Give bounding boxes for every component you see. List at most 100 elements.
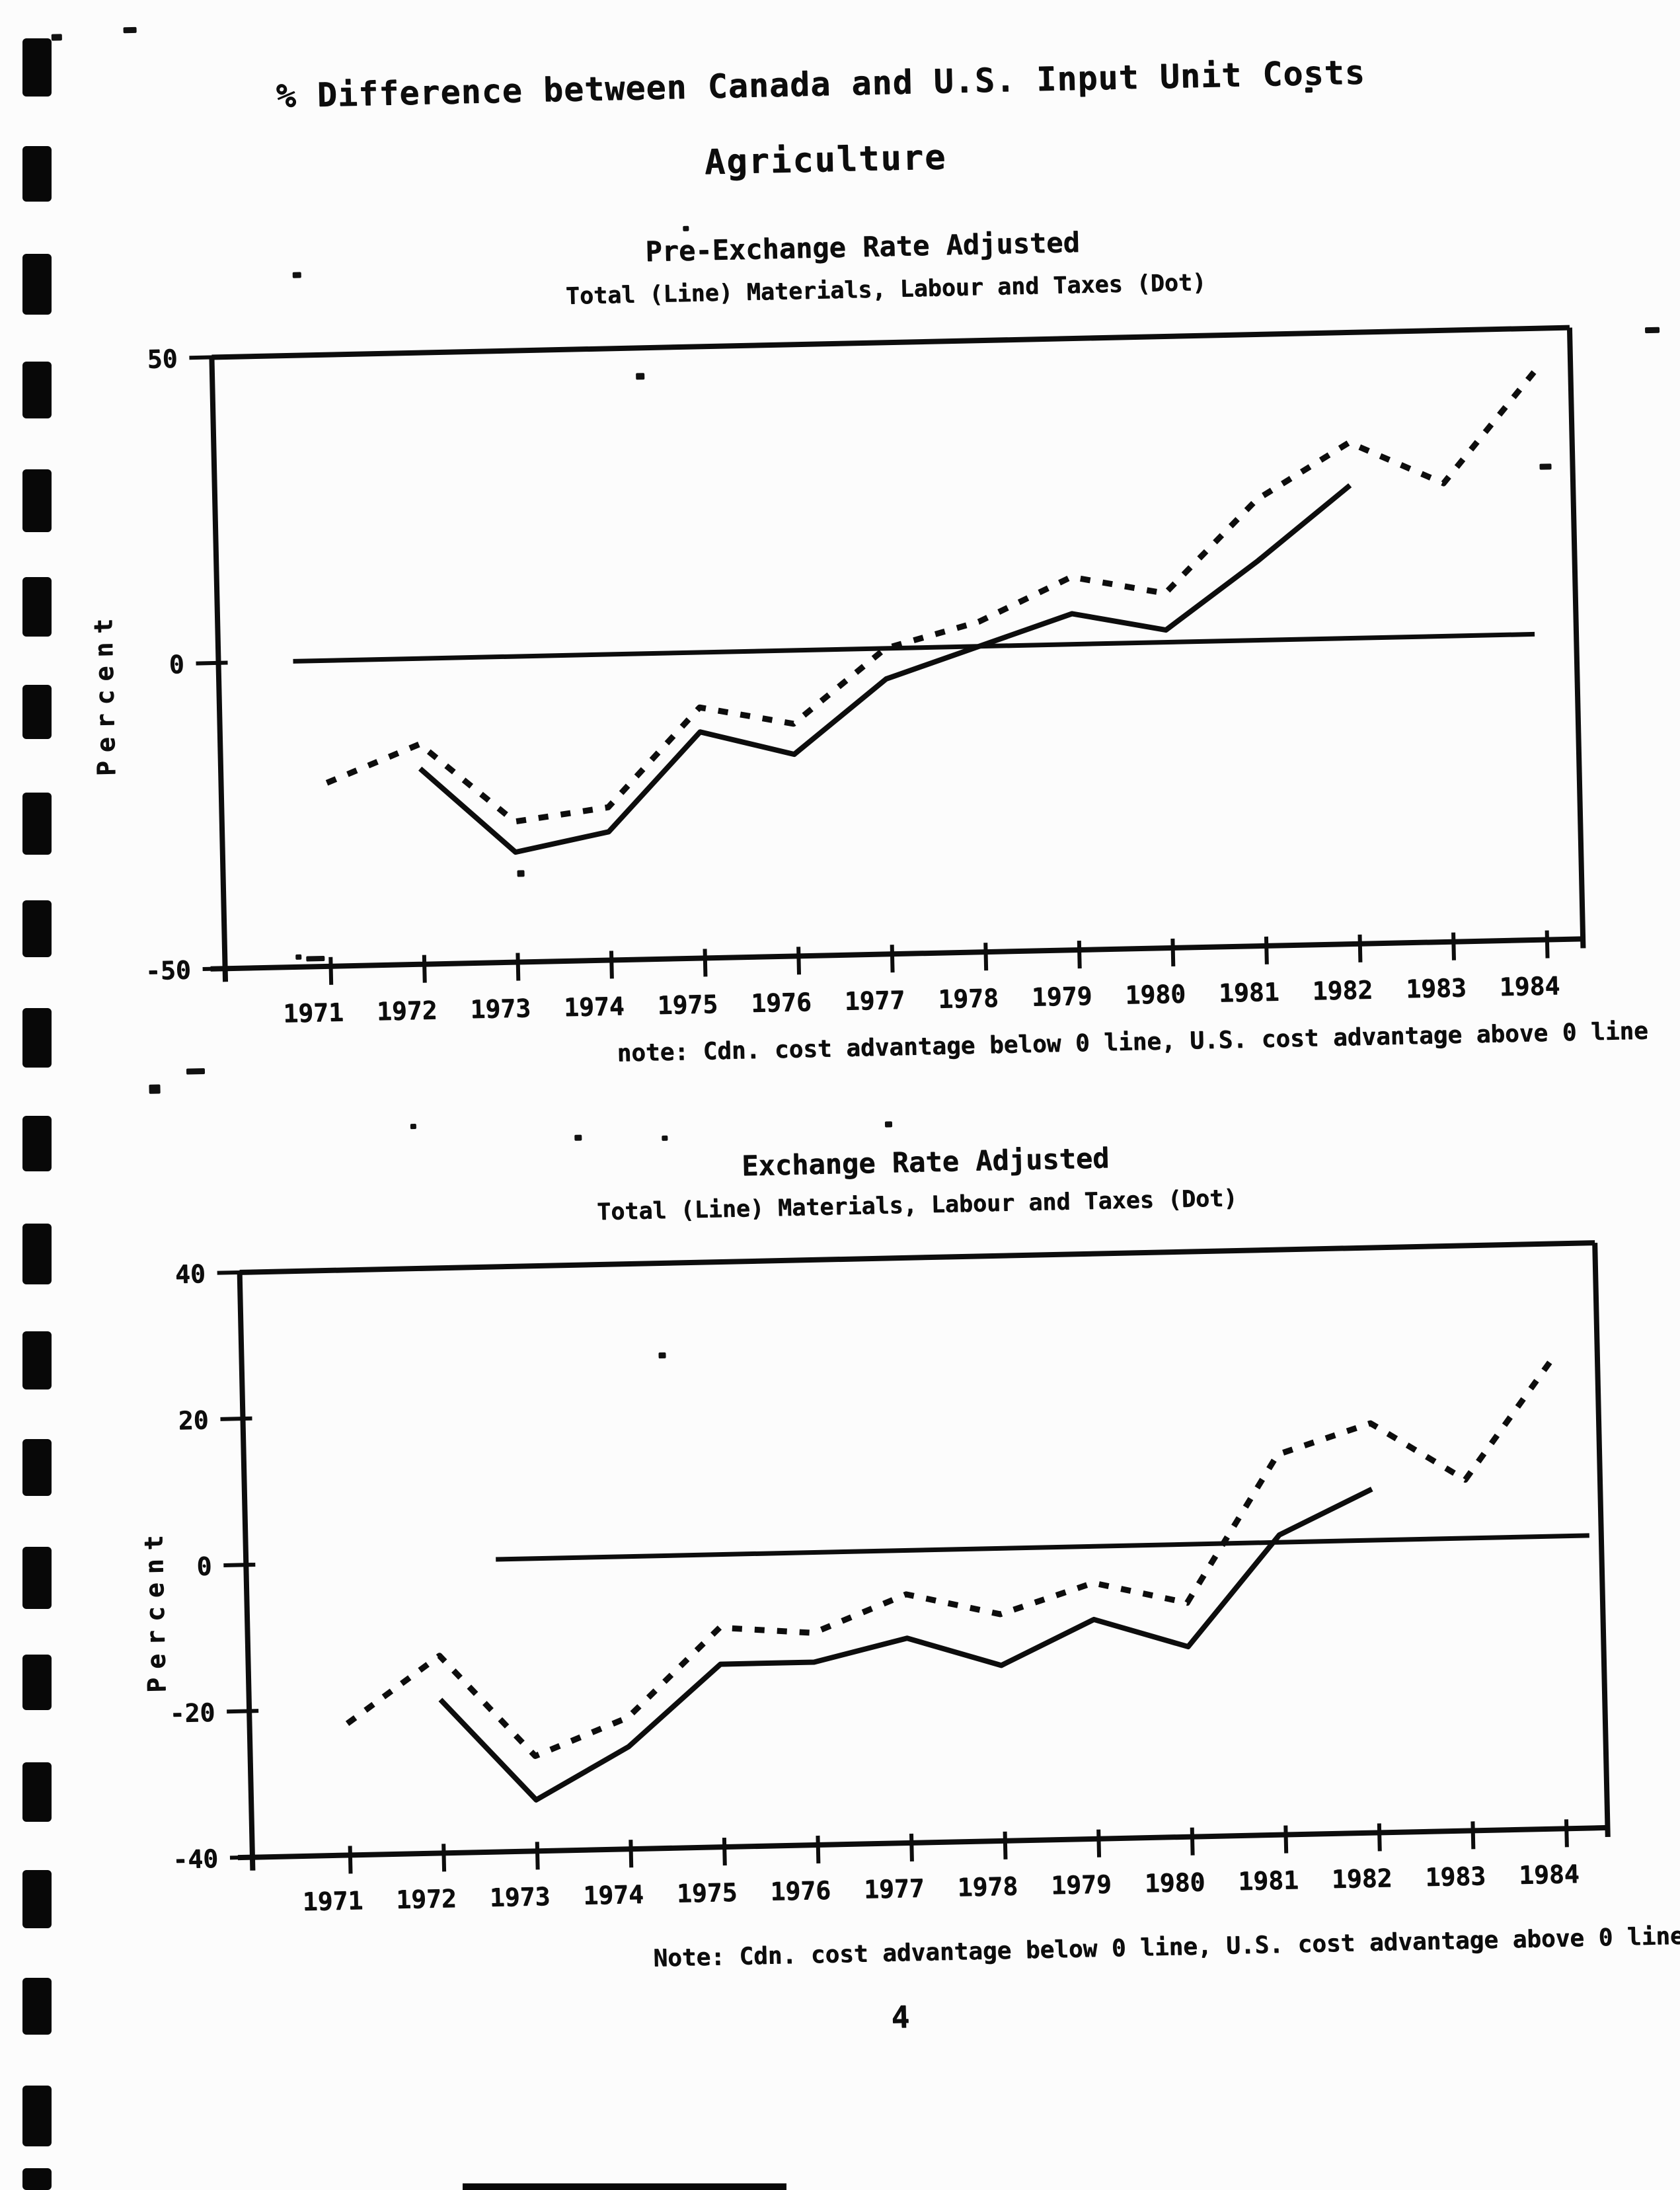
chart-line xyxy=(629,1840,634,1868)
axis-tick-label: -40 xyxy=(172,1844,219,1874)
scan-noise-specks xyxy=(0,0,1660,1359)
scan-speck xyxy=(186,1068,206,1075)
axis-tick-label: 1981 xyxy=(1238,1865,1299,1896)
binding-hole-mark xyxy=(22,1762,52,1822)
axis-tick-label: 1976 xyxy=(770,1876,831,1906)
chart-line xyxy=(210,936,1584,972)
binding-hole-mark xyxy=(22,793,52,855)
scan-speck xyxy=(1539,463,1552,470)
chart-line xyxy=(515,953,521,981)
scan-speck xyxy=(123,26,137,34)
series-solid xyxy=(438,1487,1373,1803)
axis-tick-label: 1979 xyxy=(1031,982,1092,1012)
scan-speck xyxy=(683,225,689,231)
scan-speck xyxy=(51,34,62,41)
chart-line xyxy=(535,1842,540,1870)
chart-line xyxy=(496,1533,1589,1562)
axis-tick-label: 1980 xyxy=(1144,1867,1205,1898)
axis-tick-label: 1973 xyxy=(489,1882,550,1912)
scan-speck xyxy=(658,1352,666,1359)
chart-line xyxy=(1564,1819,1569,1848)
binding-hole-mark xyxy=(22,1870,52,1928)
axis-tick-label: 1978 xyxy=(938,984,999,1014)
binding-hole-mark xyxy=(22,362,52,418)
chart-line xyxy=(1357,934,1363,962)
chart-line xyxy=(1545,930,1550,958)
chart-line xyxy=(703,949,708,977)
axis-tick-label: 1982 xyxy=(1312,975,1373,1005)
page-title: % Difference between Canada and U.S. Inp… xyxy=(275,53,1366,116)
axis-tick-label: 1984 xyxy=(1519,1859,1580,1890)
binding-hole-mark xyxy=(22,1224,52,1284)
chart-line xyxy=(609,951,614,979)
scan-speck xyxy=(1305,87,1313,93)
axis-tick-label: 1974 xyxy=(564,992,625,1022)
chart-line xyxy=(328,957,334,985)
axis-tick-label: 1979 xyxy=(1051,1869,1112,1900)
chart-line xyxy=(237,1272,256,1871)
axis-tick-label: 1973 xyxy=(470,994,531,1024)
chart-line xyxy=(1190,1827,1195,1856)
chart-line xyxy=(722,1838,727,1866)
axis-tick-label: 1980 xyxy=(1125,980,1186,1010)
binding-hole-mark xyxy=(22,685,52,739)
chart-line xyxy=(983,943,989,971)
scan-speck xyxy=(149,1084,161,1094)
chart1-y-axis-label: Percent xyxy=(88,609,122,777)
chart-line xyxy=(202,966,235,971)
scan-speck xyxy=(517,870,525,877)
axis-tick-label: 1972 xyxy=(376,996,437,1026)
scan-speck xyxy=(306,955,325,962)
axis-tick-label: 1972 xyxy=(396,1884,457,1914)
axis-tick-label: 0 xyxy=(169,650,184,679)
chart-line xyxy=(239,1240,1595,1275)
axis-tick-label: 0 xyxy=(196,1551,212,1581)
binding-hole-mark xyxy=(22,1978,52,2035)
axis-tick-label: 1982 xyxy=(1331,1863,1392,1894)
chart-line xyxy=(209,357,229,982)
chart-line xyxy=(441,1844,447,1872)
scan-speck xyxy=(1644,327,1660,334)
axis-tick-label: 1976 xyxy=(751,988,812,1018)
axis-tick-label: -50 xyxy=(145,955,192,985)
chart-line xyxy=(348,1846,353,1874)
axis-tick-label: 1984 xyxy=(1499,971,1560,1001)
binding-hole-mark xyxy=(22,469,52,532)
chart-line xyxy=(909,1833,914,1861)
binding-hole-mark xyxy=(22,2086,52,2146)
binding-hole-mark xyxy=(22,1116,52,1171)
axis-tick-label: 20 xyxy=(178,1405,209,1435)
binding-hole-mark xyxy=(22,1655,52,1710)
axis-tick-label: 1981 xyxy=(1219,977,1279,1007)
binding-hole-mark xyxy=(22,1439,52,1496)
chart-line xyxy=(1451,932,1456,960)
binding-hole-mark xyxy=(22,1331,52,1389)
axis-tick-label: 1974 xyxy=(583,1880,644,1910)
chart-line xyxy=(237,1824,1608,1861)
chart2-note: Note: Cdn. cost advantage below 0 line, … xyxy=(652,1922,1680,1973)
page-number: 4 xyxy=(890,1999,910,2035)
chart-line xyxy=(1566,327,1586,949)
axis-tick-label: 1983 xyxy=(1425,1861,1486,1892)
scan-edge-artifact xyxy=(463,2183,786,2190)
binding-hole-mark xyxy=(22,2168,52,2190)
chart-line xyxy=(217,1270,249,1275)
binding-hole-mark xyxy=(22,254,52,315)
axis-tick-label: 1977 xyxy=(864,1874,925,1904)
axis-tick-label: 1975 xyxy=(676,1878,737,1908)
axis-tick-label: 1971 xyxy=(283,997,344,1028)
chart-line xyxy=(1592,1243,1611,1838)
chart-line xyxy=(1096,1829,1102,1858)
axis-tick-label: 1977 xyxy=(844,986,905,1016)
chart2-title: Exchange Rate Adjusted xyxy=(741,1142,1110,1183)
chart-line xyxy=(1470,1821,1476,1850)
chart-line xyxy=(1283,1825,1289,1854)
chart-line xyxy=(1170,938,1176,967)
binding-hole-mark xyxy=(22,1547,52,1609)
chart-line xyxy=(422,955,427,983)
chart-line xyxy=(1264,936,1269,964)
scan-speck xyxy=(884,1121,893,1128)
scan-speck xyxy=(636,373,645,380)
